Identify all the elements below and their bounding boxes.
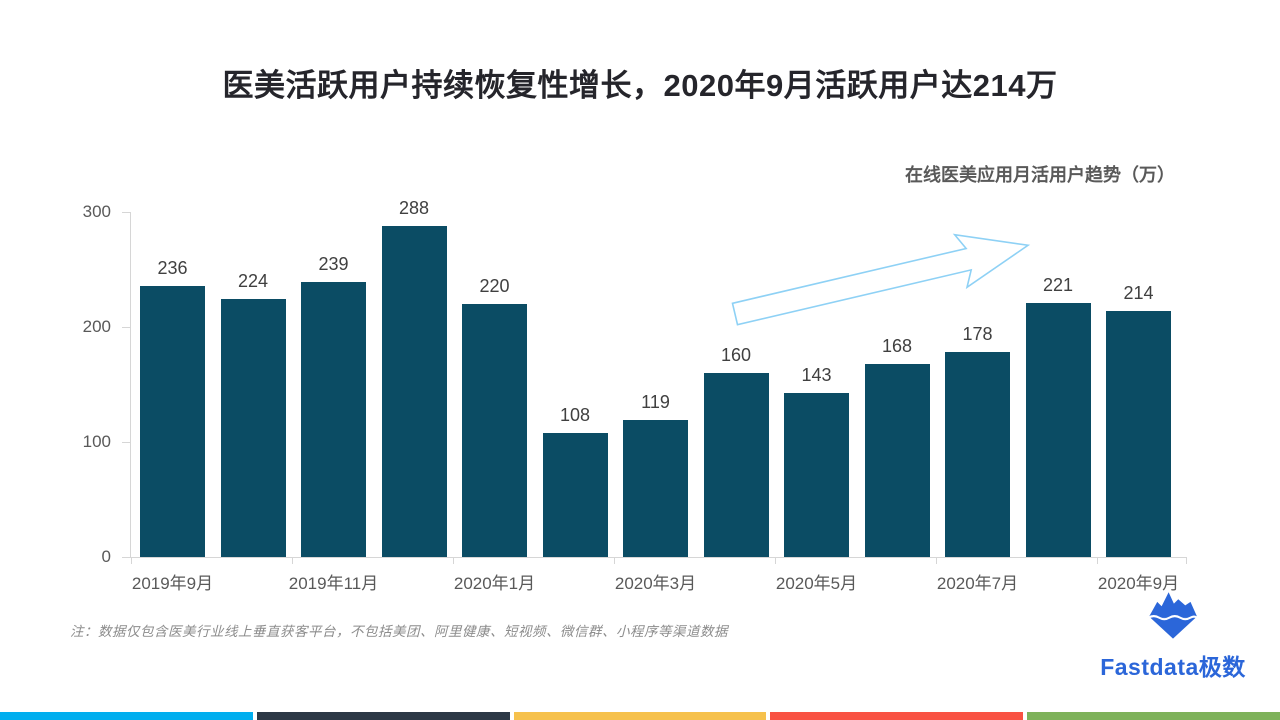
- bar-value-label: 168: [881, 336, 913, 356]
- bar-value-label: 119: [641, 392, 670, 412]
- bar-value-label: 220: [479, 276, 510, 296]
- x-axis-tick: [131, 557, 132, 564]
- bar: [864, 364, 930, 557]
- bar-value-label: 236: [157, 258, 188, 278]
- x-axis-tick: [775, 557, 776, 564]
- x-axis-tick-label: 2020年3月: [614, 574, 697, 593]
- bar-value-label: 160: [720, 345, 752, 365]
- bar: [301, 282, 366, 557]
- y-axis-tick-label: 300: [82, 202, 111, 221]
- stripe-segment-navy: [256, 712, 510, 720]
- bar: [784, 393, 849, 557]
- bar: [945, 352, 1010, 557]
- bar-value-label: 224: [237, 271, 269, 291]
- bar-value-label: 214: [1123, 283, 1154, 303]
- stripe-segment-red: [770, 712, 1024, 720]
- y-axis-tick: [122, 442, 130, 443]
- y-axis-tick-label: 0: [101, 547, 111, 566]
- x-axis-tick: [1186, 557, 1187, 564]
- stripe-segment-yellow: [513, 712, 767, 720]
- x-axis-tick: [614, 557, 615, 564]
- y-axis-tick-label: 200: [82, 317, 111, 336]
- bar-value-label: 143: [801, 365, 832, 385]
- bar: [703, 373, 769, 557]
- bar: [462, 304, 527, 557]
- x-axis-tick-label: 2019年9月: [131, 574, 214, 593]
- bar: [1025, 303, 1091, 557]
- bar-value-label: 178: [962, 324, 993, 344]
- iceberg-icon: [1147, 592, 1199, 639]
- fastdata-logo: Fastdata极数: [1093, 589, 1253, 682]
- page-title: 医美活跃用户持续恢复性增长，2020年9月活跃用户达214万: [222, 68, 1058, 103]
- chart-subtitle: 在线医美应用月活用户趋势（万）: [905, 165, 1175, 185]
- x-axis-tick: [936, 557, 937, 564]
- bar: [220, 299, 286, 557]
- bar: [623, 420, 688, 557]
- x-axis-tick: [292, 557, 293, 564]
- x-axis-tick-label: 2019年11月: [288, 574, 379, 593]
- stripe-segment-blue: [0, 712, 253, 720]
- bar-value-label: 108: [559, 405, 591, 425]
- data-source-note: 注：数据仅包含医美行业线上垂直获客平台，不包括美团、阿里健康、短视频、微信群、小…: [70, 624, 728, 639]
- x-axis-tick: [453, 557, 454, 564]
- y-axis-tick: [122, 212, 130, 213]
- bar-value-label: 221: [1042, 275, 1074, 295]
- x-axis-tick-label: 2020年9月: [1097, 574, 1180, 593]
- y-axis-tick: [122, 557, 130, 558]
- x-axis-tick-label: 2020年7月: [936, 574, 1019, 593]
- bar: [542, 433, 608, 557]
- footer-color-stripe: [0, 712, 1280, 720]
- y-axis-tick-label: 100: [82, 432, 111, 451]
- fastdata-logo-text: Fastdata极数: [1100, 654, 1246, 680]
- x-axis-tick-label: 2020年5月: [775, 574, 858, 593]
- stripe-segment-green: [1027, 712, 1280, 720]
- bar-value-label: 239: [318, 254, 349, 274]
- bar-value-label: 288: [398, 198, 430, 218]
- bar: [140, 286, 205, 557]
- bar-chart-plot-area: 236 224 239 288 220 108 119 160 143 168 178 221 214 0…: [83, 198, 1187, 593]
- x-axis-tick-label: 2020年1月: [453, 574, 536, 593]
- x-axis-tick: [1097, 557, 1098, 564]
- bar: [381, 226, 447, 557]
- y-axis-tick: [122, 327, 130, 328]
- bar: [1106, 311, 1171, 557]
